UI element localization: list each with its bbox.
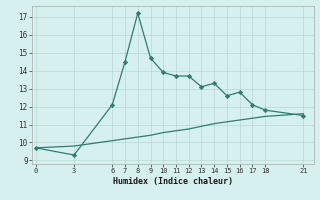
X-axis label: Humidex (Indice chaleur): Humidex (Indice chaleur) xyxy=(113,177,233,186)
